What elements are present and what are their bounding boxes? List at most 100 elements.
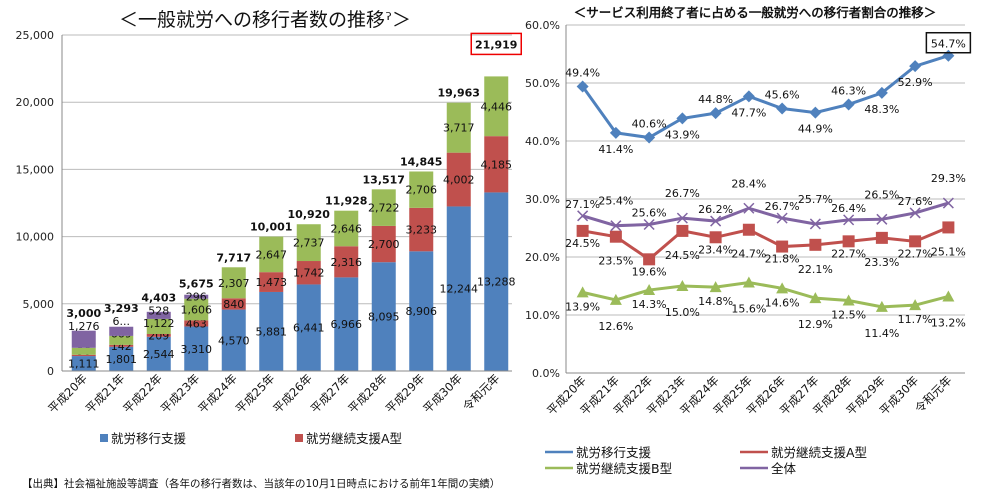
data-point — [875, 86, 888, 99]
data-point — [609, 126, 622, 139]
legend-swatch — [295, 434, 303, 442]
data-point — [776, 240, 789, 253]
legend-label: 就労移行支援 — [576, 445, 652, 460]
data-point — [643, 131, 656, 144]
bar-segment — [221, 267, 246, 299]
bar-segment — [484, 192, 509, 371]
bar-segment — [409, 207, 434, 252]
total-label: 14,845 — [400, 155, 442, 168]
data-label: 41.4% — [598, 143, 633, 156]
data-label: 11.7% — [898, 313, 933, 326]
bar-segment — [371, 262, 396, 371]
data-point — [643, 253, 656, 266]
data-point — [909, 235, 922, 248]
bar-segment — [409, 171, 434, 208]
y-tick-label: 50.0% — [525, 77, 560, 90]
data-label: 25.6% — [632, 207, 667, 220]
data-point — [609, 230, 622, 243]
bar-segment — [109, 344, 134, 347]
bar-segment — [71, 356, 96, 371]
data-point — [643, 284, 656, 296]
data-label: 1,742 — [293, 267, 325, 280]
data-label: 3,233 — [406, 224, 438, 237]
data-label: 2,316 — [331, 256, 363, 269]
bar-segment — [221, 298, 246, 310]
bar-segment — [259, 291, 284, 371]
data-point — [942, 221, 955, 234]
data-label: 2,544 — [143, 348, 175, 361]
bar-segment — [146, 318, 171, 334]
data-point — [709, 107, 722, 120]
highlight-box — [470, 32, 522, 56]
legend-swatch — [100, 434, 108, 442]
x-tick-label: 平成25年 — [233, 371, 278, 416]
data-point — [710, 215, 722, 227]
data-label: 13.2% — [931, 316, 966, 329]
total-label: 3,293 — [104, 302, 139, 315]
data-label: 24.5% — [665, 249, 700, 262]
bar-segment — [446, 206, 471, 371]
bar-segment — [109, 335, 134, 345]
data-label: 25.7% — [798, 193, 833, 206]
y-tick-label: 60.0% — [525, 19, 560, 32]
data-label: 1,122 — [143, 317, 175, 330]
bar-segment — [296, 284, 321, 371]
bar-segment — [184, 294, 209, 299]
data-label: 13,288 — [477, 276, 516, 289]
data-point — [576, 286, 589, 298]
data-point — [875, 231, 888, 244]
bar-segment — [71, 330, 96, 348]
data-label: 4,002 — [443, 174, 475, 187]
bar-segment — [446, 152, 471, 207]
data-point — [742, 276, 755, 288]
data-label: 22.7% — [831, 247, 866, 260]
data-point — [909, 207, 921, 219]
bar-segment — [296, 224, 321, 262]
data-point — [576, 80, 589, 93]
data-label: 1,801 — [106, 353, 138, 366]
bar-segment — [146, 336, 171, 371]
data-point — [742, 90, 755, 103]
data-label: 26.2% — [698, 203, 733, 216]
data-label: 52.9% — [898, 76, 933, 89]
x-tick-label: 平成26年 — [270, 371, 315, 416]
data-label: 28.4% — [731, 177, 766, 190]
data-point — [776, 282, 789, 294]
data-label: 4,570 — [218, 334, 250, 347]
data-label: 40.6% — [632, 118, 667, 131]
bar-segment — [484, 76, 509, 137]
bar-segment — [221, 309, 246, 371]
right-chart-title: ＜サービス利用終了者に占める一般就労への移行者割合の推移＞ — [574, 5, 937, 20]
x-tick-label: 平成28年 — [345, 371, 390, 416]
data-label: 13.9% — [565, 300, 600, 313]
bar-segment — [71, 354, 96, 357]
data-label: 47.7% — [731, 106, 766, 119]
y-tick-label: 0.0% — [532, 367, 560, 380]
legend-label: 就労継続支援A型 — [771, 445, 867, 460]
data-label: 44.8% — [698, 93, 733, 106]
data-label: 4,446 — [481, 100, 513, 113]
data-label: 14.8% — [698, 295, 733, 308]
y-tick-label: 20.0% — [525, 251, 560, 264]
data-label: 2,646 — [331, 222, 363, 235]
left-legend: 就労移行支援 就労継続支援A型 — [100, 431, 402, 446]
total-label: 13,517 — [363, 173, 405, 186]
bar-segment — [146, 333, 171, 337]
data-point — [776, 212, 788, 224]
bar-segment — [334, 246, 359, 278]
data-point — [577, 210, 589, 222]
data-label: 296 — [186, 291, 207, 304]
data-label: 6,441 — [293, 322, 325, 335]
data-point — [909, 60, 922, 73]
data-label: 25.1% — [931, 245, 966, 258]
data-point — [676, 224, 689, 237]
data-point — [942, 290, 955, 302]
data-label: 8,095 — [368, 311, 400, 324]
data-point — [875, 300, 888, 312]
data-label: 25.4% — [598, 195, 633, 208]
data-label: 26.4% — [831, 202, 866, 215]
y-tick-label: 0 — [47, 365, 54, 378]
data-point — [609, 293, 622, 305]
data-label: 24.5% — [565, 237, 600, 250]
